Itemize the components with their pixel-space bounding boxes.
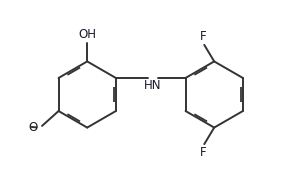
Text: HN: HN <box>144 79 162 92</box>
Text: F: F <box>200 30 207 43</box>
Text: O: O <box>29 121 38 134</box>
Text: OH: OH <box>78 28 96 41</box>
Text: F: F <box>200 146 207 159</box>
